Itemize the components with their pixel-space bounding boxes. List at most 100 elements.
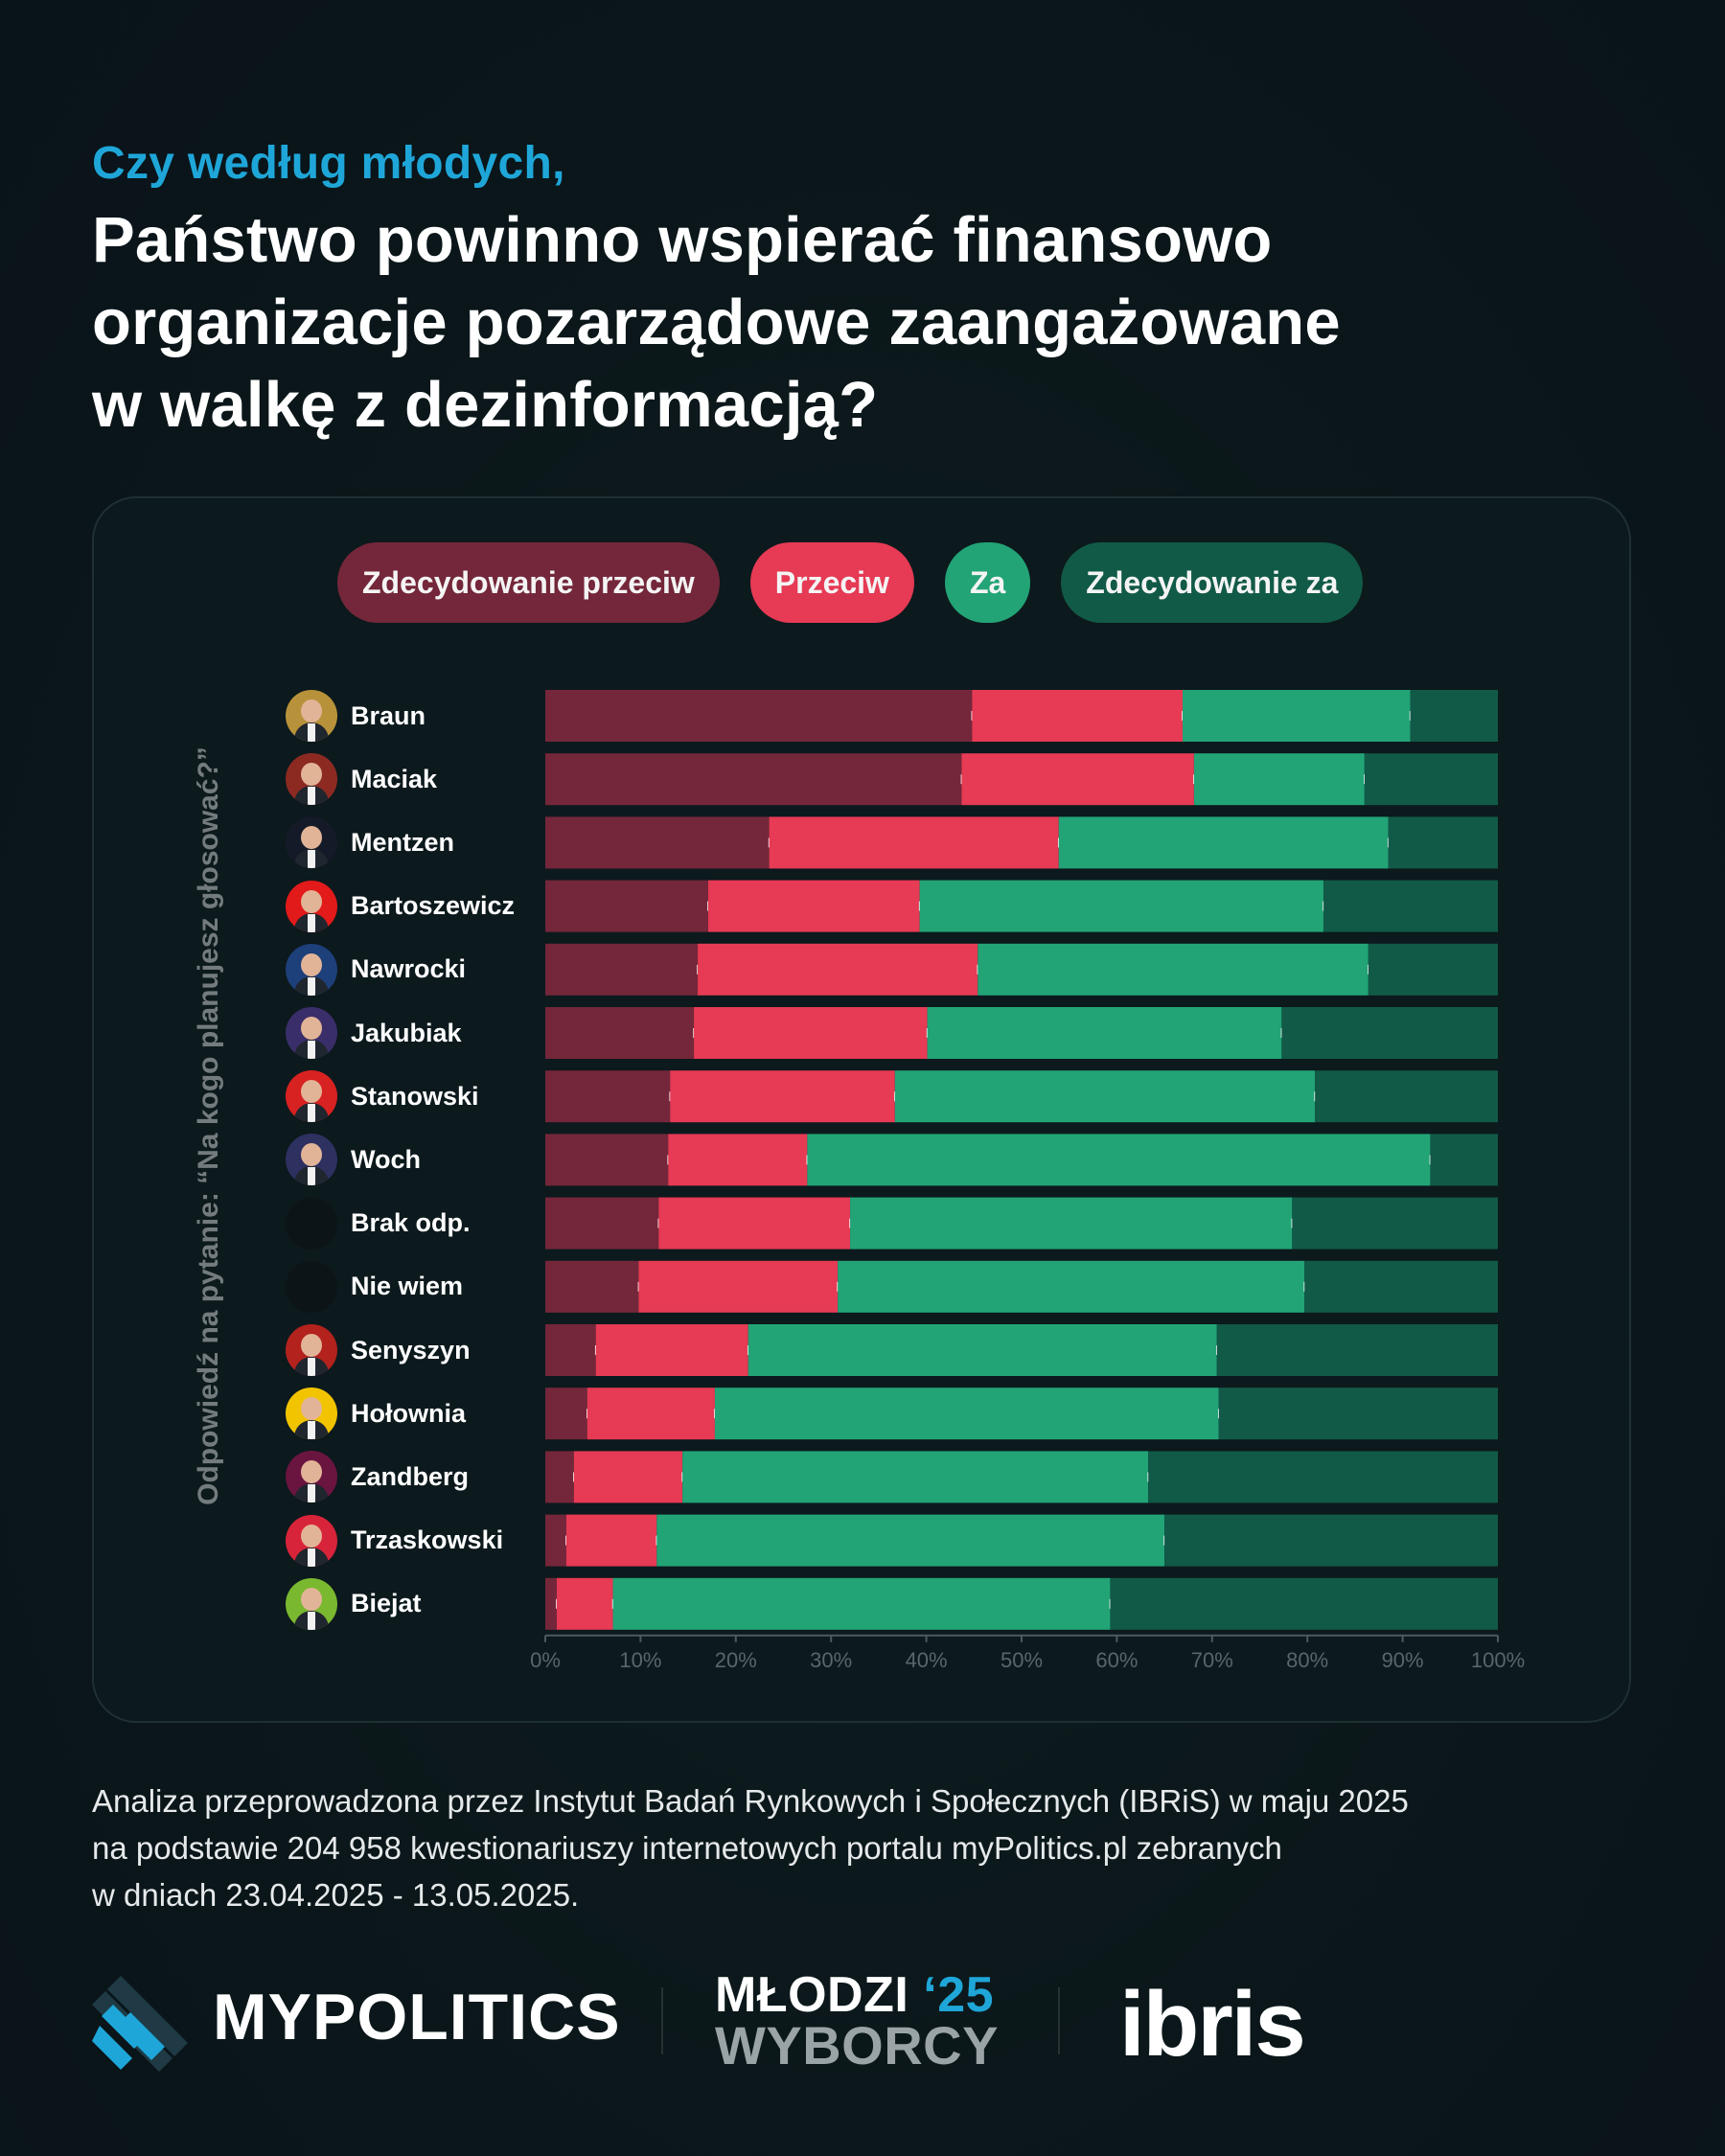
bar-segment: [656, 1514, 1165, 1567]
title-line: organizacje pozarządowe zaangażowane: [92, 287, 1341, 358]
x-tick-label: 50%: [1000, 1648, 1043, 1672]
subtitle: Czy według młodych,: [92, 138, 565, 189]
category-label: Biejat: [351, 1589, 422, 1618]
category-label: Trzaskowski: [351, 1525, 504, 1555]
bar-segment: [682, 1451, 1149, 1503]
bar-segment: [595, 1324, 748, 1376]
x-tick-label: 60%: [1095, 1648, 1138, 1672]
bar-segment: [545, 880, 708, 932]
bar-segment: [707, 880, 920, 932]
avatar: [286, 690, 337, 742]
bar-segment: [1182, 690, 1411, 742]
category-label: Woch: [351, 1144, 421, 1174]
row-label: Woch: [286, 1134, 421, 1186]
row-label: Senyszyn: [286, 1324, 471, 1376]
bar-segment: [545, 753, 962, 806]
bar-segment: [545, 1260, 639, 1313]
bar-segment: [670, 1070, 895, 1123]
bar-segment: [1315, 1070, 1498, 1123]
footer-divider: [1058, 1987, 1060, 2054]
bar-segment: [1292, 1197, 1498, 1250]
category-label: Braun: [351, 700, 426, 730]
avatar: [286, 943, 337, 996]
footnote: Analiza przeprowadzona przez Instytut Ba…: [92, 1778, 1673, 1918]
footnote-line: Analiza przeprowadzona przez Instytut Ba…: [92, 1783, 1409, 1819]
category-label: Mentzen: [351, 827, 454, 857]
mlodzi-wyborcy-logo-line2: WYBORCY: [715, 2015, 999, 2076]
x-tick-label: 40%: [906, 1648, 948, 1672]
row-label: Maciak: [286, 753, 438, 806]
bar-segment: [748, 1324, 1217, 1376]
x-tick-label: 70%: [1191, 1648, 1233, 1672]
category-label: Maciak: [351, 764, 438, 793]
bar-segment: [556, 1577, 613, 1630]
bar-segment: [1388, 816, 1498, 869]
bar-segment: [698, 943, 978, 996]
page-title: Państwo powinno wspierać finansowo organ…: [92, 199, 1644, 447]
avatar: [286, 1197, 337, 1250]
footnote-line: w dniach 23.04.2025 - 13.05.2025.: [92, 1877, 580, 1913]
category-label: Brak odp.: [351, 1208, 471, 1238]
bar-segment: [545, 1070, 671, 1123]
bar-segment: [927, 1007, 1282, 1059]
bar-segment: [961, 753, 1194, 806]
bar-segment: [545, 1514, 566, 1567]
row-label: Zandberg: [286, 1451, 470, 1503]
bar-segment: [1193, 753, 1365, 806]
category-label: Stanowski: [351, 1081, 479, 1111]
footer-divider: [661, 1987, 663, 2054]
category-label: Zandberg: [351, 1461, 470, 1491]
bar-segment: [1368, 943, 1498, 996]
bar-segment: [1218, 1388, 1498, 1440]
bar-segment: [545, 816, 770, 869]
avatar: [286, 1134, 337, 1186]
bar-segment: [638, 1260, 839, 1313]
avatar: [286, 816, 337, 869]
avatar: [286, 1070, 337, 1123]
bar-segment: [1323, 880, 1498, 932]
legend-item-za: Za: [944, 542, 1031, 623]
bar-segment: [1430, 1134, 1498, 1186]
bar-segment: [694, 1007, 928, 1059]
category-label: Nie wiem: [351, 1272, 464, 1301]
row-label: Nie wiem: [286, 1260, 464, 1313]
bar-segment: [545, 1451, 574, 1503]
mlodzi-text: MŁODZI: [715, 1967, 909, 2023]
row-label: Hołownia: [286, 1388, 466, 1440]
bar-segment: [545, 690, 973, 742]
footnote-line: na podstawie 204 958 kwestionariuszy int…: [92, 1830, 1282, 1866]
bar-segment: [1216, 1324, 1498, 1376]
bar-segment: [1364, 753, 1498, 806]
avatar: [286, 1451, 337, 1503]
category-label: Senyszyn: [351, 1335, 471, 1365]
row-label: Jakubiak: [286, 1007, 462, 1059]
legend-item-zdecydowanie-za: Zdecydowanie za: [1061, 542, 1364, 623]
bar-segment: [919, 880, 1324, 932]
bar-segment: [1164, 1514, 1498, 1567]
bar-segment: [612, 1577, 1111, 1630]
footer-logos: MYPOLITICS MŁODZI ‘25 WYBORCY ibris: [0, 1955, 1725, 2089]
bar-segment: [545, 1388, 587, 1440]
category-label: Bartoszewicz: [351, 891, 516, 921]
legend-item-przeciw: Przeciw: [749, 542, 914, 623]
mypolitics-logo-text: MYPOLITICS: [213, 1981, 621, 2053]
bar-segment: [978, 943, 1368, 996]
bar-segment: [972, 690, 1183, 742]
row-label: Biejat: [286, 1577, 422, 1630]
bar-segment: [894, 1070, 1316, 1123]
bar-segment: [1148, 1451, 1498, 1503]
bar-segment: [565, 1514, 657, 1567]
x-tick-label: 30%: [810, 1648, 852, 1672]
mypolitics-logo-icon: [92, 1976, 188, 2072]
bar-segment: [573, 1451, 683, 1503]
bar-segment: [545, 1134, 669, 1186]
bar-segment: [769, 816, 1059, 869]
x-tick-label: 10%: [619, 1648, 661, 1672]
avatar: [286, 1388, 337, 1440]
x-tick-label: 100%: [1471, 1648, 1525, 1672]
bar-segment: [1058, 816, 1389, 869]
avatar: [286, 1324, 337, 1376]
avatar: [286, 1260, 337, 1313]
bar-segment: [668, 1134, 808, 1186]
